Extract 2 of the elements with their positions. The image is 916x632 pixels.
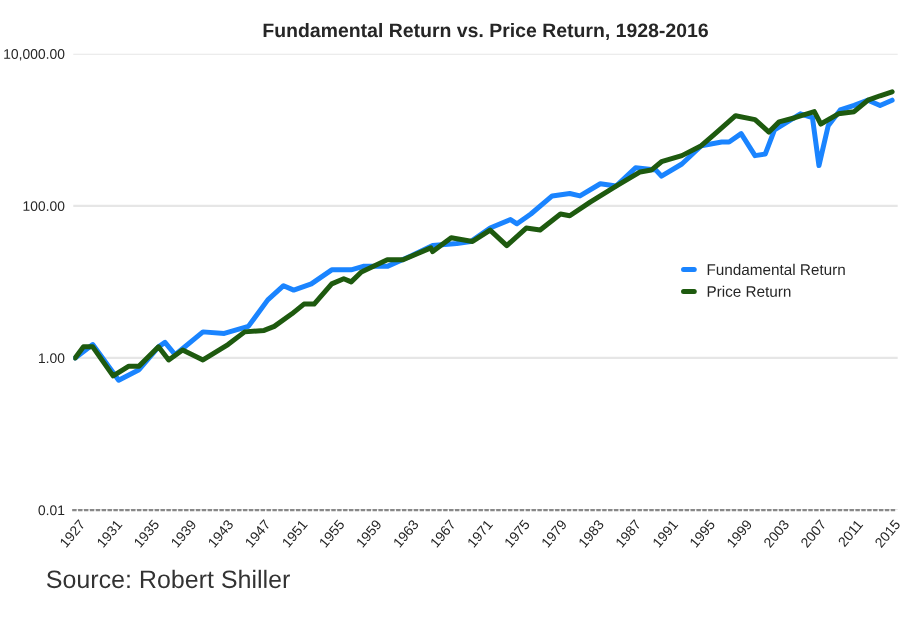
chart-title: Fundamental Return vs. Price Return, 1928-2016 [263,22,708,41]
source-note: Source: Robert Shiller [46,569,290,589]
